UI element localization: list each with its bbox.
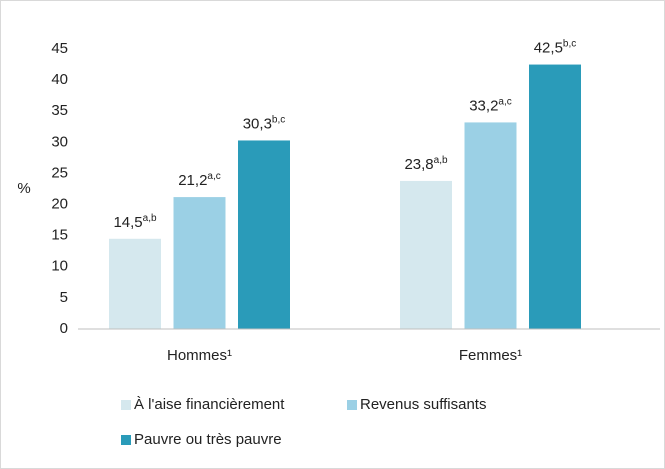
x-tick-label: Hommes¹: [167, 347, 232, 364]
value-label: 30,3b,c: [243, 114, 286, 132]
value-label: 21,2a,c: [178, 171, 221, 189]
y-tick-label: 10: [51, 258, 68, 275]
value-label-number: 14,5: [113, 214, 142, 231]
y-tick-label: 5: [60, 289, 68, 306]
value-label-note: a,c: [498, 96, 511, 107]
legend-label: Pauvre ou très pauvre: [134, 431, 282, 448]
bar: [109, 238, 161, 329]
value-label-note: b,c: [272, 114, 285, 125]
y-axis-label: %: [17, 180, 30, 197]
value-label: 33,2a,c: [469, 96, 512, 114]
legend-label: Revenus suffisants: [360, 396, 486, 413]
y-tick-label: 25: [51, 164, 68, 181]
value-label-number: 21,2: [178, 172, 207, 189]
legend-swatch: [347, 400, 357, 410]
value-label-note: a,b: [143, 212, 157, 223]
value-label-note: a,c: [207, 171, 220, 182]
bar: [238, 140, 290, 329]
value-label-note: a,b: [434, 155, 448, 166]
y-tick-label: 20: [51, 196, 68, 213]
bar: [464, 122, 517, 329]
value-label-number: 33,2: [469, 97, 498, 114]
legend-swatch: [121, 400, 131, 410]
y-tick-label: 15: [51, 227, 68, 244]
legend-swatch: [121, 435, 131, 445]
y-tick-label: 40: [51, 71, 68, 88]
bar: [529, 64, 581, 330]
y-tick-label: 0: [60, 320, 68, 337]
value-label: 14,5a,b: [113, 212, 157, 230]
value-label-number: 42,5: [534, 40, 563, 57]
legend-label: À l'aise financièrement: [134, 396, 285, 413]
value-label-number: 30,3: [243, 115, 272, 132]
bar: [400, 180, 452, 329]
y-tick-label: 35: [51, 102, 68, 119]
value-label-note: b,c: [563, 38, 576, 49]
value-label: 23,8a,b: [404, 155, 448, 173]
x-tick-label: Femmes¹: [459, 347, 522, 364]
bar: [173, 197, 226, 329]
y-tick-label: 45: [51, 40, 68, 57]
value-label-number: 23,8: [404, 156, 433, 173]
value-label: 42,5b,c: [534, 38, 577, 56]
y-tick-label: 30: [51, 133, 68, 150]
